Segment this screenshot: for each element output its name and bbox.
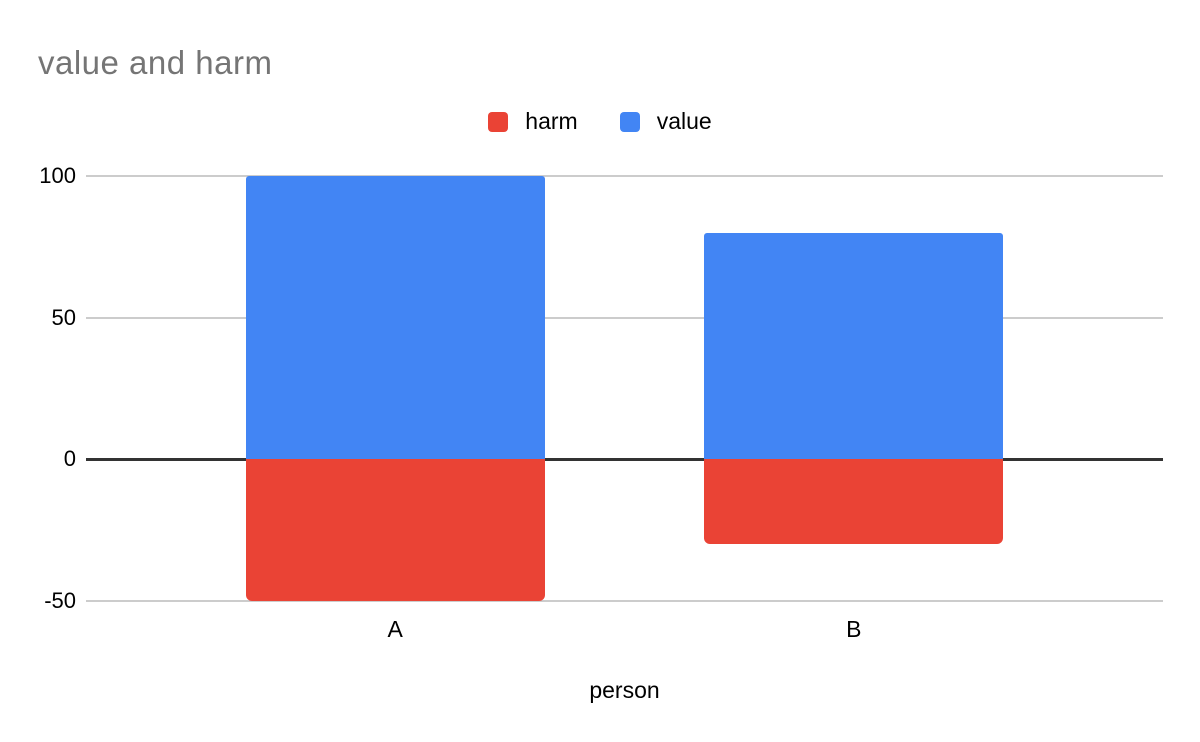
harm-series-swatch — [488, 111, 509, 132]
bar-harm-B — [704, 459, 1004, 545]
bar-value-B — [704, 232, 1004, 460]
x-axis-title: person — [589, 677, 660, 703]
chart-title: value and harm — [38, 44, 273, 81]
x-axis-zero-line — [86, 457, 1163, 461]
y-tick-label-100: 100 — [39, 163, 76, 188]
bar-harm-A — [245, 459, 545, 601]
bar-value-A — [245, 176, 545, 460]
x-category-label-B: B — [846, 616, 862, 642]
legend: harm value — [0, 108, 1200, 135]
y-tick-label-0: 0 — [63, 446, 76, 472]
value-series-swatch — [619, 111, 640, 132]
legend-label-value: value — [656, 108, 712, 134]
gridline-50 — [86, 316, 1163, 319]
legend-item-harm: harm — [488, 108, 578, 135]
legend-label-harm: harm — [525, 108, 578, 134]
x-category-label-A: A — [387, 616, 403, 642]
y-tick-label--50: -50 — [44, 588, 76, 613]
gridline--50 — [86, 600, 1163, 602]
gridline-100 — [86, 175, 1163, 177]
legend-item-value: value — [619, 108, 712, 135]
y-tick-label-50: 50 — [51, 304, 76, 330]
